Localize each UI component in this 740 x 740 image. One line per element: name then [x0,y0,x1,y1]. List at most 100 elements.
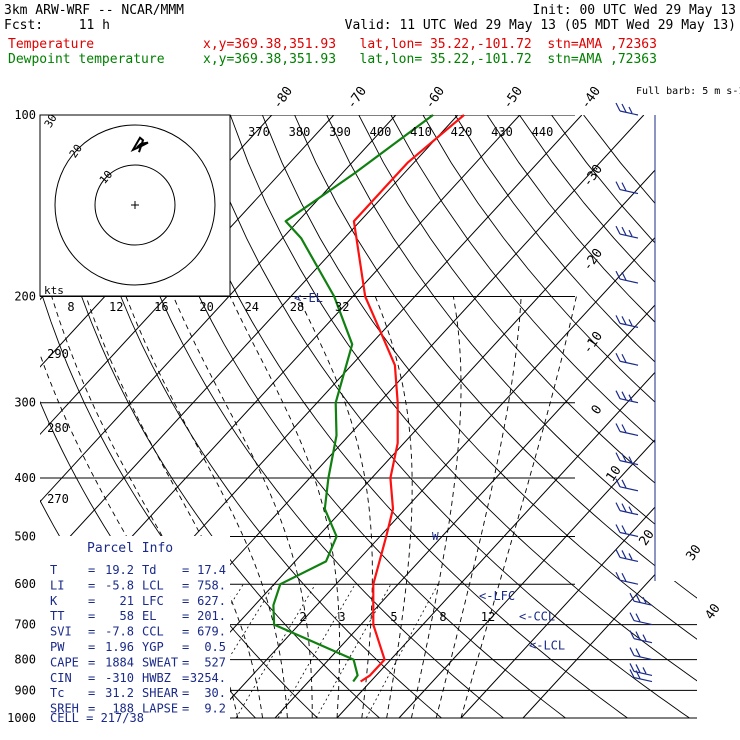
parcel-value: 627. [197,594,226,608]
init-time: Init: 00 UTC Wed 29 May 13 [533,3,737,18]
moist-adiabat [460,296,577,719]
parcel-value: -7.8 [105,625,134,639]
isotherm-label: -40 [578,84,604,112]
dry-adiabat [326,115,697,719]
dry-adiabat [583,115,697,719]
theta-label: 380 [289,125,311,139]
isotherm-label: -10 [580,329,606,357]
theta-label: 420 [451,125,473,139]
parcel-value: 9.2 [204,702,226,716]
parcel-value: 31.2 [105,686,134,700]
isotherm-label: -60 [422,84,448,112]
isotherm-label: -70 [344,84,370,112]
parcel-eq: = [182,609,189,623]
mixing-ratio-label: 12 [481,610,495,624]
wind-barb [629,663,653,677]
temperature-sub-axis-label: 8 [67,300,74,314]
temperature-sub-axis-label: 16 [154,300,168,314]
dry-adiabat [197,115,690,719]
dry-adiabat [454,115,697,719]
parcel-value: 3254. [190,671,226,685]
hodograph-line [130,136,149,153]
isotherm-label: 40 [702,601,723,622]
parcel-info-row: CAPE = 1884 SWEAT = 527 [50,655,226,669]
wind-barb [615,502,639,516]
parcel-info-row: K = 21 LFC = 627. [50,594,226,608]
model-title: 3km ARW-WRF -- NCAR/MMM [4,3,184,18]
isotherm-label: 0 [589,402,606,417]
parcel-eq: = [88,609,95,623]
parcel-key: LCL [142,578,164,592]
parcel-key: SWEAT [142,655,178,669]
temperature-sub-axis: 8 12 16 20 24 28 32 [67,300,349,314]
theta-label: 390 [329,125,351,139]
isotherm-label: -20 [580,246,606,274]
isotherm-label: -50 [500,84,526,112]
parcel-key: SVI [50,625,72,639]
pressure-tick-label: 100 [14,108,36,122]
level-marker-lcl: <-LCL [529,638,565,652]
parcel-value: 30. [204,686,226,700]
temperature-sub-axis-label: 24 [245,300,259,314]
parcel-value: 201. [197,609,226,623]
hodograph-ring-label: 20 [67,142,85,160]
wind-barb [615,478,639,492]
parcel-value: 58 [120,609,134,623]
dry-adiabat [422,115,697,719]
parcel-info-title: Parcel Info [87,541,173,556]
theta-label: 370 [248,125,270,139]
profile-traces [272,114,465,683]
fcst-value: 11 h [79,18,110,33]
wind-barb [615,390,639,404]
dry-adiabat [261,115,697,719]
dry-adiabat [294,115,697,719]
parcel-key: LAPSE [142,702,178,716]
isotherm-line [522,115,697,719]
isotherm-line [274,115,697,719]
parcel-key: CIN [50,671,72,685]
parcel-info-row: CIN = -310 HWBZ = 3254. [50,671,226,685]
parcel-eq: = [88,671,95,685]
pressure-tick-label: 500 [14,529,36,543]
temperature-sub-axis-label: 32 [335,300,349,314]
mixing-ratio-line [315,584,392,719]
parcel-info-row: Tc = 31.2 SHEAR = 30. [50,686,226,700]
legend-dewpoint-info: x,y=369.38,351.93 lat,lon= 35.22,-101.72… [203,52,657,67]
hodograph-center-marker [131,201,139,209]
hodograph-trace [130,136,149,153]
parcel-eq: = [88,686,95,700]
parcel-eq: = [88,640,95,654]
parcel-key: SHEAR [142,686,179,700]
wind-barb [629,592,653,606]
pressure-tick-label: 400 [14,471,36,485]
mixing-ratio-labels: 2 3 5 8 12 [299,610,495,624]
parcel-value: 527 [204,655,226,669]
mixing-ratio-label: 5 [390,610,397,624]
parcel-value: 1.96 [105,640,134,654]
mixing-ratio-label: 8 [439,610,446,624]
pressure-tick-label: 600 [14,577,36,591]
isotherm-label: 20 [636,527,657,548]
parcel-value: 17.4 [197,563,226,577]
wind-barb [629,647,653,661]
parcel-value: 1884 [105,655,134,669]
theta-label: 430 [491,125,513,139]
dewpoint-trace [272,114,434,683]
parcel-info-row: SREH = 188 LAPSE = 9.2 [50,702,226,716]
pressure-tick-label: 1000 [7,711,36,725]
isotherm-line [40,115,335,719]
moist-adiabat [229,296,341,719]
dry-adiabat [358,115,697,719]
valid-time: Valid: 11 UTC Wed 29 May 13 (05 MDT Wed … [345,18,736,33]
dry-adiabat [165,115,628,719]
parcel-key: HWBZ [142,671,171,685]
wind-barbs [615,102,656,683]
parcel-key: LFC [142,594,164,608]
isotherm-label: -80 [270,84,296,112]
legend-dewpoint-name: Dewpoint temperature [8,52,165,67]
wind-barb [615,102,639,116]
parcel-eq: = [182,655,189,669]
moist-adiabat [297,296,373,719]
fcst-label: Fcst: [4,18,43,33]
hodograph: 30 20 10 kts [39,112,231,297]
